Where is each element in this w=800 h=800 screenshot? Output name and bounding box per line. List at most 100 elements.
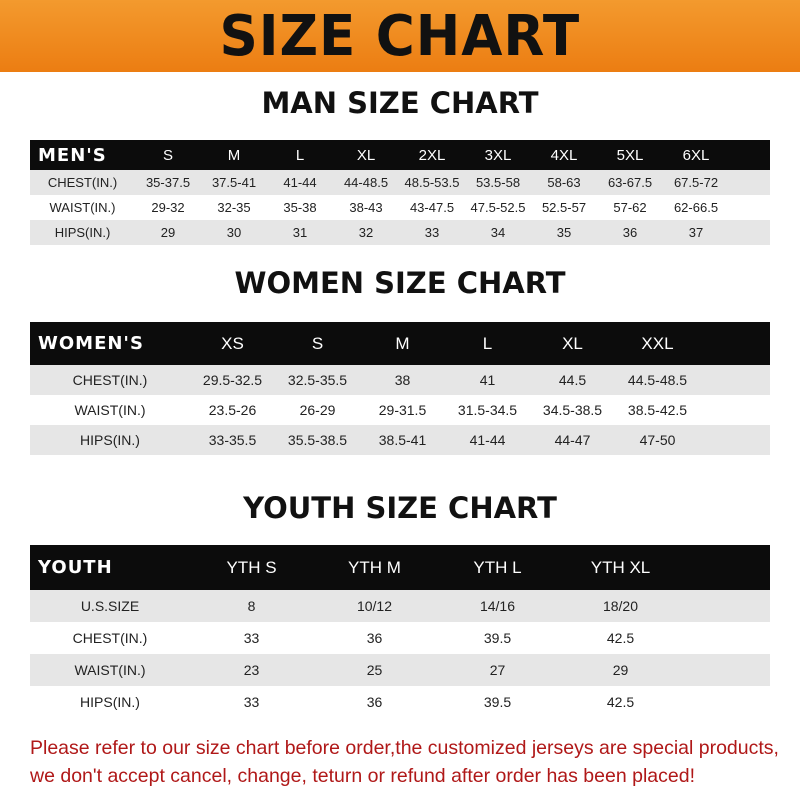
table-cell: 33-35.5 [208, 432, 257, 448]
table-cell: YTH XL [590, 557, 651, 577]
table-cell: 38.5-42.5 [627, 402, 688, 418]
table-cell: 35-37.5 [145, 175, 191, 190]
table-cell: 36 [366, 694, 383, 710]
table-cell: 32.5-35.5 [287, 372, 348, 388]
table-cell: 29-32 [151, 200, 185, 215]
table-cell: S [162, 146, 173, 164]
youth-size-table: YOUTH YTH S YTH M YTH L YTH XL U.S.SIZE 8 10/12… [30, 545, 770, 718]
table-cell: 36 [366, 630, 383, 646]
table-row: WAIST(IN.) 23 25 27 29 [30, 654, 770, 686]
youth-title: YOUTH SIZE CHART [243, 491, 557, 525]
order-notice: Please refer to our size chart before or… [30, 734, 790, 790]
table-cell: 43-47.5 [409, 200, 455, 215]
table-cell: 30 [226, 225, 242, 240]
table-cell: 37 [688, 225, 704, 240]
table-cell: 52.5-57 [541, 200, 587, 215]
row-label: WAIST(IN.) [74, 402, 146, 418]
table-header-row: YOUTH YTH S YTH M YTH L YTH XL [30, 545, 770, 590]
table-cell: XXL [641, 333, 674, 353]
table-row: HIPS(IN.) 33 36 39.5 42.5 [30, 686, 770, 718]
table-cell: XL [356, 146, 376, 164]
table-cell: 42.5 [606, 630, 635, 646]
table-cell: 10/12 [356, 598, 393, 614]
table-row: CHEST(IN.) 29.5-32.5 32.5-35.5 38 41 44.5 44.5… [30, 365, 770, 395]
table-cell: 6XL [682, 146, 710, 164]
table-cell: 29.5-32.5 [202, 372, 263, 388]
table-cell: 38-43 [349, 200, 383, 215]
table-cell: 31.5-34.5 [457, 402, 518, 418]
table-cell: 5XL [616, 146, 644, 164]
table-cell: 47.5-52.5 [470, 200, 526, 215]
table-cell: 35.5-38.5 [287, 432, 348, 448]
table-row: HIPS(IN.) 29 30 31 32 33 34 35 36 37 [30, 220, 770, 245]
row-label: MEN'S [38, 144, 107, 166]
row-label: YOUTH [38, 557, 113, 578]
table-cell: 29 [160, 225, 176, 240]
row-label: HIPS(IN.) [80, 432, 140, 448]
table-cell: 29-31.5 [378, 402, 427, 418]
table-cell: 48.5-53.5 [404, 175, 460, 190]
table-cell: 4XL [550, 146, 578, 164]
table-cell: M [227, 146, 241, 164]
table-cell: 23 [243, 662, 260, 678]
notice-line: Please refer to our size chart before or… [30, 737, 779, 759]
table-cell: 47-50 [639, 432, 676, 448]
table-cell: 2XL [418, 146, 446, 164]
table-cell: 57-62 [613, 200, 647, 215]
table-cell: 37.5-41 [211, 175, 257, 190]
table-cell: YTH S [226, 557, 277, 577]
table-row: HIPS(IN.) 33-35.5 35.5-38.5 38.5-41 41-44 44-… [30, 425, 770, 455]
table-cell: 34 [490, 225, 506, 240]
table-cell: 25 [366, 662, 383, 678]
table-header-row: WOMEN'S XS S M L XL XXL [30, 322, 770, 365]
table-row: WAIST(IN.) 29-32 32-35 35-38 38-43 43-47.5 47.… [30, 195, 770, 220]
table-cell: 35-38 [283, 200, 317, 215]
row-label: WAIST(IN.) [74, 662, 146, 678]
row-label: CHEST(IN.) [72, 372, 148, 388]
table-header-row: MEN'S S M L XL 2XL 3XL 4XL 5XL 6XL [30, 140, 770, 170]
notice-line: we don't accept cancel, change, teturn o… [30, 765, 695, 787]
women-size-table: WOMEN'S XS S M L XL XXL CHEST(IN.) 29.5-32.5 32.5… [30, 322, 770, 455]
banner-title: SIZE CHART [219, 3, 581, 69]
table-cell: 33 [243, 630, 260, 646]
table-cell: 3XL [484, 146, 512, 164]
table-cell: XL [562, 333, 583, 353]
table-cell: 27 [489, 662, 506, 678]
table-cell: 67.5-72 [673, 175, 719, 190]
table-cell: 26-29 [299, 402, 336, 418]
table-cell: 41-44 [469, 432, 506, 448]
table-cell: 29 [612, 662, 629, 678]
table-cell: 32-35 [217, 200, 251, 215]
table-cell: 32 [358, 225, 374, 240]
table-row: U.S.SIZE 8 10/12 14/16 18/20 [30, 590, 770, 622]
table-cell: 36 [622, 225, 638, 240]
row-label: HIPS(IN.) [80, 694, 140, 710]
men-title: MAN SIZE CHART [261, 86, 539, 120]
table-cell: 63-67.5 [607, 175, 653, 190]
table-cell: M [395, 333, 410, 353]
table-cell: 39.5 [483, 694, 512, 710]
table-cell: 14/16 [479, 598, 516, 614]
table-cell: 62-66.5 [673, 200, 719, 215]
table-cell: 33 [243, 694, 260, 710]
row-label: CHEST(IN.) [47, 175, 118, 190]
table-cell: 58-63 [547, 175, 581, 190]
men-size-table: MEN'S S M L XL 2XL 3XL 4XL 5XL 6XL CHEST(IN.) 35-37… [30, 140, 770, 245]
table-cell: L [295, 146, 305, 164]
table-row: CHEST(IN.) 35-37.5 37.5-41 41-44 44-48.5 48.5… [30, 170, 770, 195]
table-cell: 31 [292, 225, 308, 240]
table-cell: 38 [394, 372, 411, 388]
row-label: CHEST(IN.) [72, 630, 148, 646]
row-label: U.S.SIZE [80, 598, 140, 614]
table-cell: 44.5-48.5 [627, 372, 688, 388]
table-cell: S [311, 333, 324, 353]
table-cell: YTH L [473, 557, 522, 577]
table-cell: 44-47 [554, 432, 591, 448]
table-row: WAIST(IN.) 23.5-26 26-29 29-31.5 31.5-34.5 34… [30, 395, 770, 425]
row-label: WOMEN'S [38, 333, 144, 354]
table-cell: L [482, 333, 493, 353]
table-cell: 34.5-38.5 [542, 402, 603, 418]
table-cell: 44-48.5 [343, 175, 389, 190]
table-cell: 35 [556, 225, 572, 240]
table-cell: 18/20 [602, 598, 639, 614]
